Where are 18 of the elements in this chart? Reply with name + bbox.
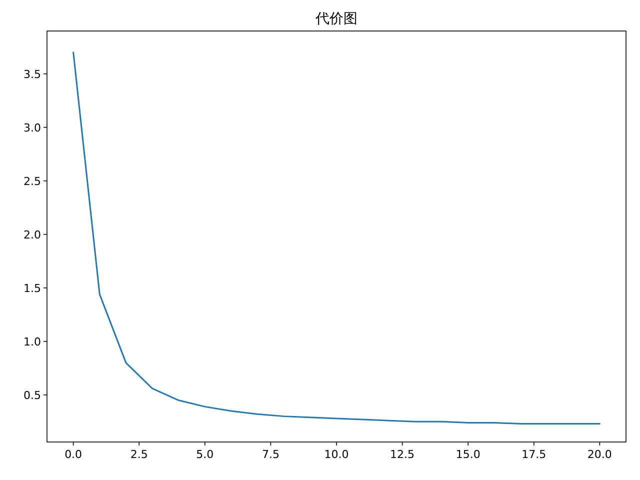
x-tick-label: 15.0	[456, 448, 480, 461]
x-tick-label: 12.5	[390, 448, 415, 461]
y-tick-label: 1.5	[24, 282, 41, 295]
x-tick-label: 10.0	[324, 448, 349, 461]
x-tick-label: 20.0	[587, 448, 612, 461]
y-tick-label: 2.0	[24, 228, 41, 242]
x-tick-label: 2.5	[130, 448, 148, 461]
y-tick-label: 0.5	[24, 388, 41, 402]
y-tick-label: 3.0	[24, 121, 41, 134]
chart-title: 代价图	[314, 11, 358, 27]
y-tick-label: 3.5	[24, 68, 41, 81]
x-tick-label: 7.5	[262, 448, 280, 461]
x-tick-label: 0.0	[64, 448, 82, 461]
y-tick-label: 2.5	[24, 174, 41, 188]
line-series	[72, 52, 600, 425]
x-tick-label: 5.0	[196, 448, 214, 461]
x-tick-label: 17.5	[522, 448, 546, 461]
y-tick-label: 1.0	[24, 335, 41, 348]
